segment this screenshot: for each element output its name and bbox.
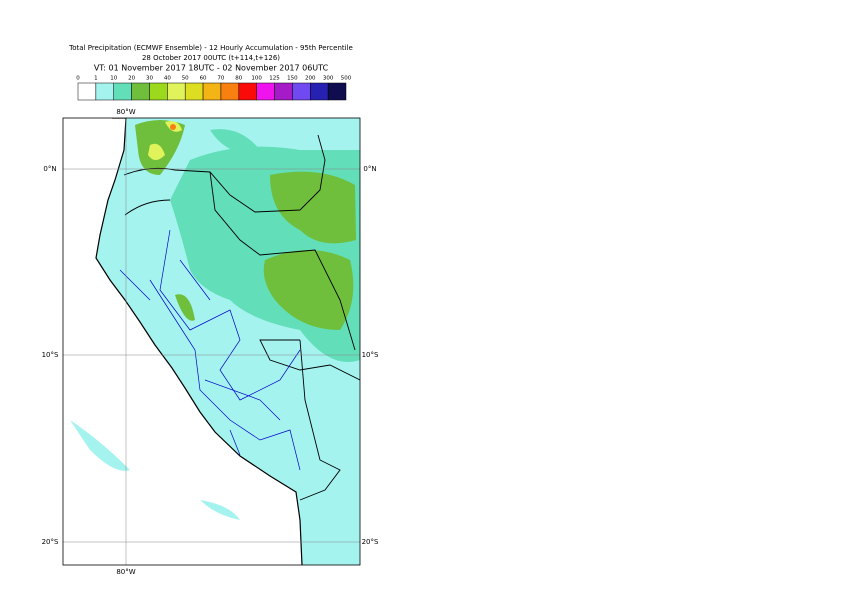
- map-frame: [62, 117, 361, 566]
- legend-swatch: [77, 82, 97, 101]
- legend-swatch: [149, 82, 168, 101]
- precip-70: [170, 124, 176, 130]
- map: [63, 118, 360, 565]
- region-borders: [119, 229, 301, 471]
- legend-label: 60: [200, 76, 207, 82]
- legend-swatch: [184, 82, 204, 101]
- legend-label: 20: [128, 76, 135, 82]
- legend-label: 200: [305, 76, 316, 82]
- lat-label: 20°S: [362, 538, 379, 546]
- lat-label: 0°N: [363, 165, 376, 173]
- lat-label: 10°S: [42, 351, 59, 359]
- legend-swatch: [167, 82, 186, 101]
- legend-label: 1: [94, 76, 98, 82]
- legend-label: 125: [269, 76, 280, 82]
- legend-label: 300: [323, 76, 334, 82]
- legend-swatch: [310, 82, 329, 101]
- legend-swatch: [202, 82, 222, 101]
- valid-time: VT: 01 November 2017 18UTC - 02 November…: [94, 64, 329, 73]
- legend-label: 80: [235, 76, 242, 82]
- lon-label: 80°W: [116, 568, 135, 576]
- precip-20: [175, 171, 356, 330]
- base-time: 28 October 2017 00UTC (t+114,t+126): [142, 54, 280, 62]
- lat-label: 10°S: [362, 351, 379, 359]
- ocean-precip: [70, 420, 240, 520]
- legend-label: 70: [217, 76, 224, 82]
- coastline: [95, 118, 303, 565]
- legend-label: 500: [341, 76, 352, 82]
- lat-label: 0°N: [43, 165, 56, 173]
- legend-label: 10: [110, 76, 117, 82]
- title: Total Precipitation (ECMWF Ensemble) - 1…: [68, 44, 353, 52]
- legend-swatch: [256, 82, 275, 101]
- lat-label: 20°S: [42, 538, 59, 546]
- legend: 0 1 10 20 30 40 50 60 70 80 100 125 150 200 300 500: [76, 76, 352, 101]
- country-borders: [123, 134, 360, 501]
- legend-swatch: [220, 82, 240, 101]
- legend-swatch: [131, 82, 150, 101]
- legend-swatch: [292, 82, 311, 101]
- legend-swatch: [238, 82, 257, 101]
- legend-label: 0: [76, 76, 80, 82]
- legend-swatch: [327, 82, 347, 101]
- precip-40: [148, 121, 182, 160]
- legend-label: 50: [182, 76, 189, 82]
- lon-label: 80°W: [116, 108, 135, 116]
- legend-swatch: [113, 82, 132, 101]
- legend-swatch: [274, 82, 293, 101]
- graticule: [63, 118, 360, 565]
- legend-label: 40: [164, 76, 171, 82]
- legend-label: 150: [287, 76, 298, 82]
- legend-label: 30: [146, 76, 153, 82]
- legend-swatch: [95, 82, 114, 101]
- legend-label: 100: [251, 76, 262, 82]
